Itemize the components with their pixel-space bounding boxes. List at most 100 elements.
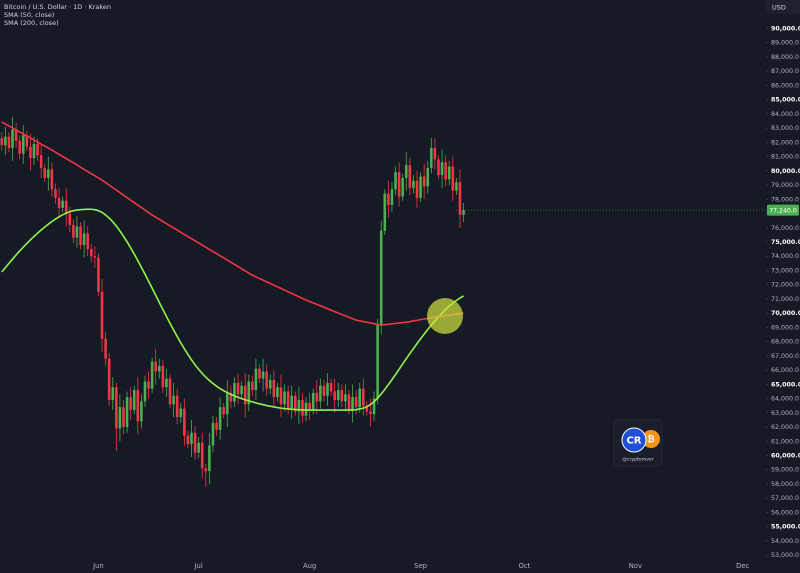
x-tick-label: Dec bbox=[736, 562, 749, 570]
coin-symbol: ₿ bbox=[647, 434, 654, 445]
candle-body bbox=[258, 368, 261, 379]
candle-body bbox=[136, 390, 140, 422]
crossover-highlight bbox=[427, 298, 463, 334]
candle-body bbox=[426, 167, 430, 187]
candle-body bbox=[268, 380, 272, 389]
candle-body bbox=[47, 169, 50, 178]
candle-body bbox=[243, 385, 247, 405]
candle-body bbox=[179, 408, 183, 418]
candle-body bbox=[193, 432, 197, 453]
candle-body bbox=[111, 387, 115, 400]
candle-body bbox=[265, 371, 268, 389]
candle-body bbox=[236, 382, 240, 395]
y-tick-label: 61,000.0 bbox=[771, 438, 799, 445]
candle-body bbox=[157, 365, 161, 372]
y-tick-label: 88,000.0 bbox=[771, 54, 799, 61]
candle-body bbox=[183, 408, 186, 436]
candle-body bbox=[226, 392, 229, 415]
candle-body bbox=[132, 390, 136, 410]
candle-body bbox=[7, 136, 11, 149]
candle-body bbox=[14, 129, 18, 141]
candle-body bbox=[36, 143, 39, 156]
candle-body bbox=[218, 407, 222, 430]
candle-body bbox=[57, 197, 61, 208]
legend-entry: SMA (50, close) bbox=[4, 11, 54, 19]
candle-body bbox=[419, 176, 422, 198]
y-tick-label: 72,000.0 bbox=[771, 282, 799, 289]
candle-body bbox=[104, 338, 107, 359]
y-tick-label: 66,000.0 bbox=[771, 367, 799, 374]
sma-line bbox=[1, 208, 464, 411]
candle-body bbox=[4, 136, 7, 146]
candle-body bbox=[451, 166, 455, 191]
candle-body bbox=[86, 233, 89, 250]
candle-body bbox=[283, 391, 286, 405]
candle-body bbox=[351, 397, 354, 410]
candle-body bbox=[64, 200, 68, 214]
candle-body bbox=[347, 394, 351, 410]
candle-body bbox=[387, 193, 390, 205]
candle-body bbox=[286, 391, 290, 409]
candle-body bbox=[68, 213, 72, 225]
candle-body bbox=[115, 387, 118, 429]
plot-area bbox=[0, 116, 465, 487]
candle-body bbox=[122, 407, 125, 428]
candle-body bbox=[222, 407, 226, 415]
candle-body bbox=[315, 392, 319, 402]
candle-body bbox=[50, 169, 54, 190]
candle-body bbox=[172, 395, 175, 405]
candle-body bbox=[412, 180, 415, 188]
price-axis bbox=[766, 0, 800, 573]
candle-body bbox=[79, 226, 82, 245]
y-tick-label: 83,000.0 bbox=[771, 125, 799, 132]
candle-body bbox=[89, 249, 93, 257]
x-tick-label: Oct bbox=[519, 562, 531, 570]
x-tick-label: Nov bbox=[629, 562, 642, 570]
candle-body bbox=[362, 388, 365, 406]
candle-body bbox=[261, 371, 265, 379]
candle-body bbox=[326, 382, 329, 396]
candle-body bbox=[240, 385, 243, 395]
y-tick-label: 81,000.0 bbox=[771, 154, 799, 161]
candle-body bbox=[197, 442, 200, 453]
candle-body bbox=[190, 432, 193, 445]
x-tick-label: Jun bbox=[92, 562, 104, 570]
candle-body bbox=[140, 401, 143, 422]
y-tick-label: 62,000.0 bbox=[771, 424, 799, 431]
candle-body bbox=[0, 138, 4, 146]
last-price-label: 77,240.0 bbox=[769, 207, 797, 214]
candle-body bbox=[204, 468, 208, 472]
y-tick-label: 60,000.0 bbox=[771, 453, 800, 460]
y-tick-label: 84,000.0 bbox=[771, 111, 799, 118]
candle-body bbox=[365, 405, 369, 412]
candle-body bbox=[82, 233, 86, 245]
x-tick-label: Sep bbox=[414, 562, 427, 570]
y-tick-label: 63,000.0 bbox=[771, 410, 799, 417]
candle-body bbox=[455, 182, 458, 191]
watermark: ₿ CR @cryptorover bbox=[613, 419, 663, 467]
candle-body bbox=[415, 180, 419, 198]
candle-body bbox=[215, 422, 218, 430]
candle-body bbox=[147, 381, 150, 389]
candle-body bbox=[358, 388, 362, 408]
y-tick-label: 55,000.0 bbox=[771, 524, 800, 531]
x-tick-label: Aug bbox=[303, 562, 316, 570]
candle-body bbox=[322, 385, 326, 396]
chart-title: Bitcoin / U.S. Dollar · 1D · Kraken bbox=[4, 3, 111, 11]
candle-body bbox=[408, 165, 412, 188]
y-tick-label: 57,000.0 bbox=[771, 495, 799, 502]
candle-body bbox=[61, 200, 64, 208]
candle-body bbox=[440, 162, 444, 176]
candle-body bbox=[340, 390, 344, 402]
last-price-box bbox=[767, 204, 799, 216]
candle-body bbox=[297, 399, 301, 412]
candle-body bbox=[208, 445, 211, 472]
candle-body bbox=[129, 397, 132, 410]
candle-body bbox=[301, 399, 304, 416]
candle-body bbox=[107, 358, 111, 400]
candle-body bbox=[390, 189, 394, 205]
y-tick-label: 90,000.0 bbox=[771, 25, 800, 32]
candle-body bbox=[254, 368, 258, 391]
